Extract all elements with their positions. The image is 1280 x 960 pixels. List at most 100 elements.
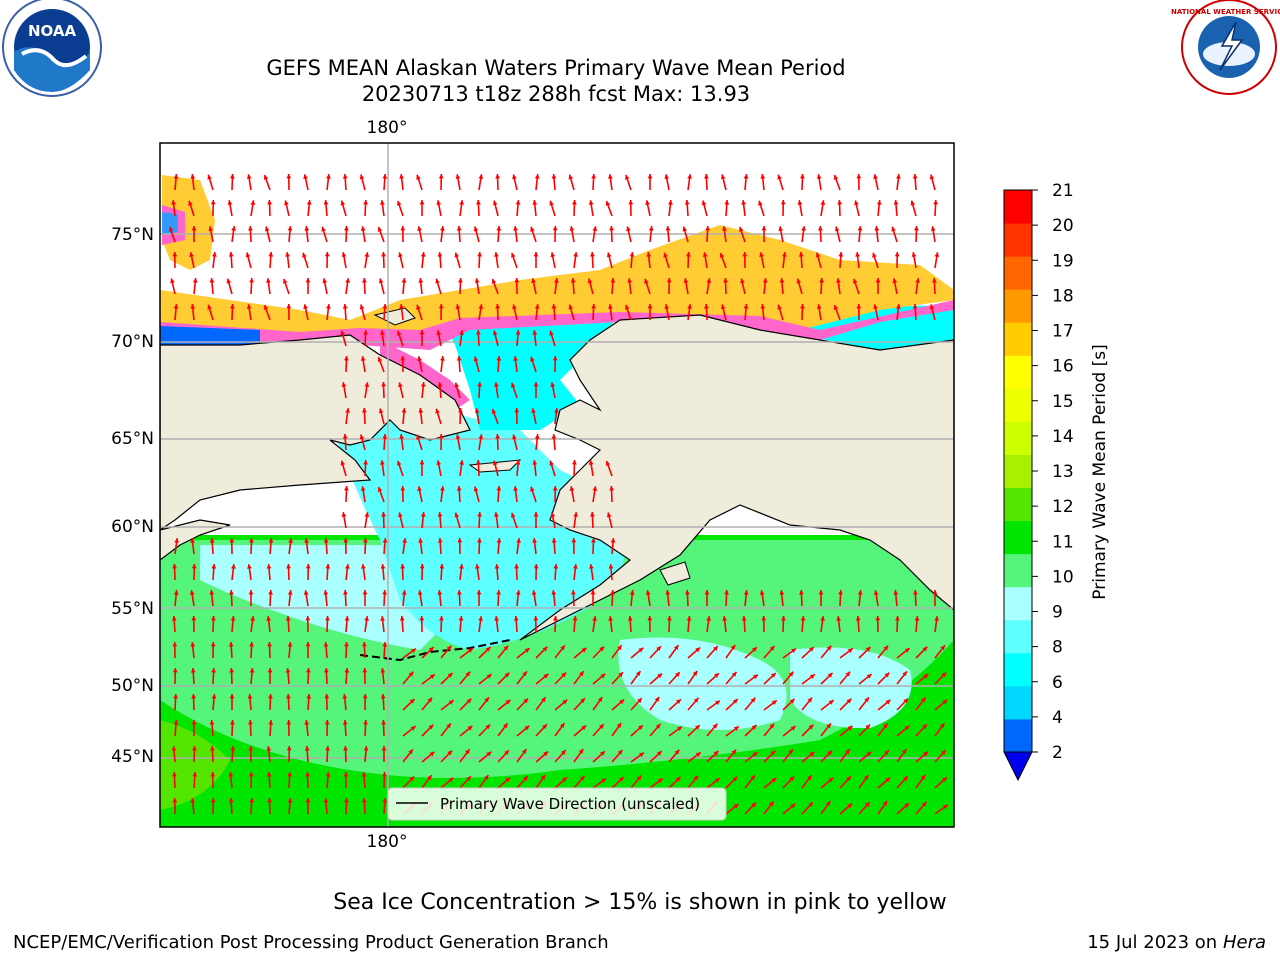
wave-arrow-head xyxy=(847,725,853,731)
wave-arrow-head xyxy=(599,646,605,652)
wave-arrow-head xyxy=(436,460,442,466)
wave-arrow-head xyxy=(600,751,605,756)
wave-arrow-head xyxy=(381,512,386,517)
wave-arrow-head xyxy=(438,304,444,309)
wave-arrow-head xyxy=(627,616,633,621)
wave-arrow-head xyxy=(324,694,330,699)
wave-arrow-head xyxy=(572,200,577,205)
wave-arrow-head xyxy=(191,616,197,621)
wave-arrow-head xyxy=(458,616,464,621)
colorbar-segment xyxy=(1004,520,1032,555)
wave-arrow-head xyxy=(771,777,777,783)
wave-arrow-head xyxy=(344,798,349,803)
wave-arrow-head xyxy=(543,751,549,757)
colorbar-tick-label: 14 xyxy=(1052,427,1074,447)
colorbar-tick-label: 17 xyxy=(1052,322,1074,342)
wave-arrow-head xyxy=(419,200,425,205)
wave-arrow-head xyxy=(267,642,272,647)
wave-arrow-head xyxy=(532,330,538,335)
wave-arrow-head xyxy=(531,590,537,595)
wave-arrow-head xyxy=(459,564,464,569)
wave-arrow-head xyxy=(581,647,587,653)
wave-arrow-head xyxy=(454,512,460,518)
colorbar-extend-arrow xyxy=(1003,751,1033,782)
wave-arrow-head xyxy=(639,752,644,758)
wave-arrow-head xyxy=(190,668,196,673)
wave-arrow-head xyxy=(322,278,328,284)
wave-arrow-head xyxy=(228,252,234,257)
wave-arrow-head xyxy=(854,200,859,206)
wave-arrow-head xyxy=(891,226,896,232)
wave-arrow-head xyxy=(808,647,814,652)
wave-arrow-head xyxy=(846,698,852,704)
wave-arrow-head xyxy=(573,564,578,569)
wave-arrow-head xyxy=(343,746,348,751)
wave-arrow-head xyxy=(416,434,421,440)
wave-arrow-head xyxy=(305,278,311,283)
wave-arrow-head xyxy=(494,252,499,257)
wave-arrow-head xyxy=(418,538,423,543)
wave-arrow-head xyxy=(809,674,815,679)
colorbar-segment xyxy=(1004,190,1032,224)
wave-arrow-head xyxy=(448,700,454,705)
wave-arrow-head xyxy=(777,304,782,310)
wave-arrow-head xyxy=(885,777,891,783)
wave-arrow-head xyxy=(324,720,330,725)
wave-arrow-head xyxy=(674,749,680,755)
wave-arrow-head xyxy=(807,697,813,703)
wave-arrow-head xyxy=(230,746,236,751)
colorbar-tick-label: 11 xyxy=(1052,532,1074,552)
wave-arrow-head xyxy=(816,304,822,309)
wave-arrow-head xyxy=(695,647,701,653)
wave-arrow-head xyxy=(340,330,346,336)
wave-arrow-head xyxy=(325,564,331,569)
wave-arrow-head xyxy=(629,590,635,595)
wave-arrow-head xyxy=(190,174,196,179)
wave-arrow-head xyxy=(541,697,546,703)
wave-arrow-head xyxy=(495,304,500,309)
wave-arrow-head xyxy=(420,252,426,257)
wave-arrow-head xyxy=(486,751,492,757)
wave-arrow-head xyxy=(753,674,758,680)
colorbar-tick-label: 2 xyxy=(1052,743,1063,763)
colorbar-tick-label: 6 xyxy=(1052,673,1063,693)
wave-arrow-head xyxy=(853,278,858,284)
wave-arrow-head xyxy=(420,382,426,387)
wave-arrow-head xyxy=(190,538,195,543)
wave-arrow-head xyxy=(790,803,796,809)
wave-arrow-head xyxy=(780,200,786,205)
wave-arrow-head xyxy=(397,460,402,466)
wave-arrow-head xyxy=(399,304,404,309)
wave-arrow-head xyxy=(207,174,212,180)
wave-arrow-head xyxy=(380,460,385,465)
wave-arrow-head xyxy=(609,226,614,231)
wave-arrow-head xyxy=(477,252,482,257)
wave-arrow-head xyxy=(363,460,368,465)
wave-arrow-head xyxy=(380,200,385,205)
wave-arrow-head xyxy=(770,673,776,678)
wave-arrow-head xyxy=(496,356,502,361)
wave-arrow-head xyxy=(903,776,908,781)
wave-arrow-head xyxy=(362,590,368,595)
wave-arrow-head xyxy=(304,720,310,725)
wave-arrow-head xyxy=(808,802,813,808)
wave-arrow-head xyxy=(820,616,825,621)
wave-arrow-head xyxy=(553,616,558,621)
wave-arrow-head xyxy=(170,278,175,284)
wave-arrow-head xyxy=(286,174,292,179)
wave-arrow-head xyxy=(722,226,727,231)
wave-arrow-head xyxy=(515,460,521,465)
wave-arrow-head xyxy=(759,252,764,258)
wave-arrow-head xyxy=(192,278,198,283)
wave-arrow-head xyxy=(305,798,311,803)
wave-arrow-head xyxy=(560,645,565,651)
wave-arrow-head xyxy=(920,774,926,780)
lat-label-45: 45°N xyxy=(111,747,154,767)
wave-arrow-head xyxy=(588,200,594,205)
wave-arrow-head xyxy=(665,226,671,231)
wave-arrow-head xyxy=(458,278,463,283)
wave-arrow-head xyxy=(872,252,877,258)
wave-arrow-head xyxy=(397,200,402,206)
wave-arrow-head xyxy=(715,700,720,706)
wave-arrow-head xyxy=(361,564,366,569)
